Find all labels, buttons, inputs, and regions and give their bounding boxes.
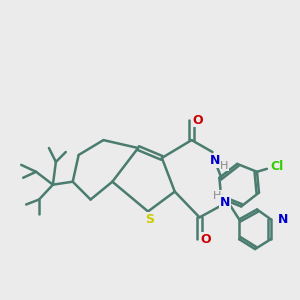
Text: O: O [192, 114, 203, 127]
Text: N: N [278, 213, 288, 226]
Text: H: H [220, 161, 229, 171]
Text: N: N [210, 154, 220, 167]
Text: N: N [220, 196, 230, 209]
Text: O: O [200, 233, 211, 246]
Text: Cl: Cl [270, 160, 284, 173]
Text: S: S [146, 213, 154, 226]
Text: H: H [213, 190, 222, 201]
